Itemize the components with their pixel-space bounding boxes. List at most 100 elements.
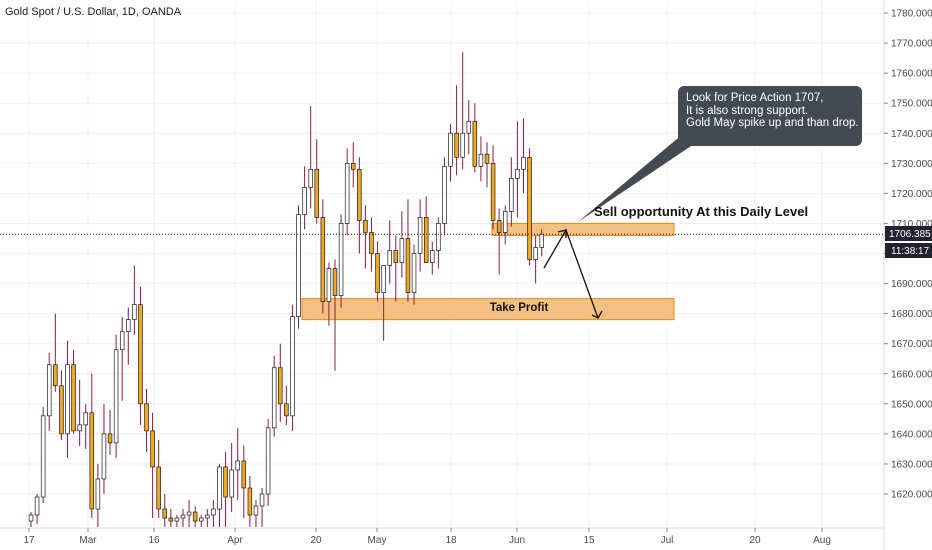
candle[interactable] <box>241 445 247 519</box>
candle[interactable] <box>314 139 320 224</box>
candle-body <box>350 162 356 170</box>
price-tick-label: 1780.000 <box>891 9 932 20</box>
candle[interactable] <box>350 142 356 188</box>
candle[interactable] <box>162 494 168 527</box>
candle[interactable] <box>284 385 289 425</box>
candle[interactable] <box>332 259 338 371</box>
candle[interactable] <box>442 157 447 236</box>
take-profit-zone[interactable] <box>301 298 675 321</box>
candle[interactable] <box>95 463 101 527</box>
candle[interactable] <box>527 148 532 266</box>
candle-body <box>344 162 350 224</box>
candle[interactable] <box>393 235 399 302</box>
candle[interactable] <box>235 427 240 501</box>
candle[interactable] <box>521 118 526 194</box>
candle[interactable] <box>126 307 131 365</box>
candle[interactable] <box>472 103 478 173</box>
candle[interactable] <box>466 100 472 155</box>
candle[interactable] <box>271 355 277 437</box>
candle[interactable] <box>405 199 411 302</box>
candle[interactable] <box>211 500 216 527</box>
candle[interactable] <box>186 500 192 527</box>
candle[interactable] <box>156 439 161 519</box>
candle[interactable] <box>198 515 204 527</box>
candle[interactable] <box>357 157 362 254</box>
candle[interactable] <box>490 145 496 230</box>
candle[interactable] <box>302 166 307 230</box>
candle[interactable] <box>509 157 514 227</box>
candle[interactable] <box>533 235 538 284</box>
candle[interactable] <box>369 217 374 272</box>
price-axis[interactable]: 1780.000 1770.000 1760.000 1750.000 1740.000… <box>883 0 932 550</box>
candle[interactable] <box>290 304 295 431</box>
candle[interactable] <box>247 475 253 527</box>
candle[interactable] <box>515 121 520 218</box>
candle[interactable] <box>174 515 180 527</box>
candle[interactable] <box>417 199 423 272</box>
candle[interactable] <box>150 412 155 519</box>
candle[interactable] <box>436 217 441 269</box>
candle[interactable] <box>53 313 58 392</box>
candle[interactable] <box>259 487 265 527</box>
candle[interactable] <box>229 442 234 513</box>
candle[interactable] <box>89 373 95 519</box>
candle[interactable] <box>265 418 271 507</box>
candle[interactable] <box>399 211 405 278</box>
candle[interactable] <box>460 52 465 170</box>
candle[interactable] <box>217 463 222 527</box>
candle[interactable] <box>180 509 186 527</box>
candle[interactable] <box>28 512 34 527</box>
candle[interactable] <box>107 409 113 455</box>
candle[interactable] <box>205 509 210 527</box>
candle[interactable] <box>113 334 119 458</box>
candle-body <box>430 250 435 263</box>
sell-zone[interactable] <box>491 222 675 236</box>
drawings-layer <box>543 128 700 319</box>
candle[interactable] <box>144 388 149 452</box>
candle[interactable] <box>71 349 76 434</box>
candle[interactable] <box>338 214 344 308</box>
candle[interactable] <box>278 343 283 422</box>
candle[interactable] <box>478 136 484 182</box>
candle-body <box>126 319 131 333</box>
candle[interactable] <box>484 142 490 188</box>
candle[interactable] <box>430 241 435 275</box>
candle[interactable] <box>46 352 52 431</box>
candle[interactable] <box>77 379 82 446</box>
candle[interactable] <box>40 406 46 504</box>
candle[interactable] <box>308 106 313 209</box>
candle[interactable] <box>138 286 143 425</box>
candle-body <box>271 367 277 429</box>
candle[interactable] <box>423 196 429 263</box>
candle[interactable] <box>326 262 332 326</box>
candle[interactable] <box>59 370 64 440</box>
time-axis[interactable]: 17 Mar 16 Apr 20 May 18 Jun 15 Jul 20 Aug <box>0 527 884 546</box>
candle[interactable] <box>83 403 88 449</box>
candle[interactable] <box>65 340 70 458</box>
candle[interactable] <box>381 265 386 341</box>
candle[interactable] <box>375 241 380 302</box>
candle[interactable] <box>344 148 350 236</box>
candle[interactable] <box>34 494 40 525</box>
candle[interactable] <box>539 229 544 257</box>
candle[interactable] <box>168 509 174 527</box>
candle[interactable] <box>132 265 137 335</box>
candle[interactable] <box>496 208 502 275</box>
candle[interactable] <box>101 403 107 494</box>
candle[interactable] <box>192 506 198 527</box>
candle[interactable] <box>502 205 508 245</box>
callout-box[interactable]: Look for Price Action 1707, It is also s… <box>678 86 862 146</box>
candle[interactable] <box>387 220 392 284</box>
candle[interactable] <box>296 205 301 329</box>
candle-body <box>363 220 368 233</box>
candle[interactable] <box>363 205 368 269</box>
candle[interactable] <box>320 199 326 314</box>
candle[interactable] <box>454 85 459 176</box>
candle[interactable] <box>448 124 453 182</box>
candle[interactable] <box>253 500 259 527</box>
candle[interactable] <box>223 451 228 527</box>
candle[interactable] <box>119 316 125 401</box>
candle-body <box>472 120 478 167</box>
candle[interactable] <box>411 244 417 305</box>
